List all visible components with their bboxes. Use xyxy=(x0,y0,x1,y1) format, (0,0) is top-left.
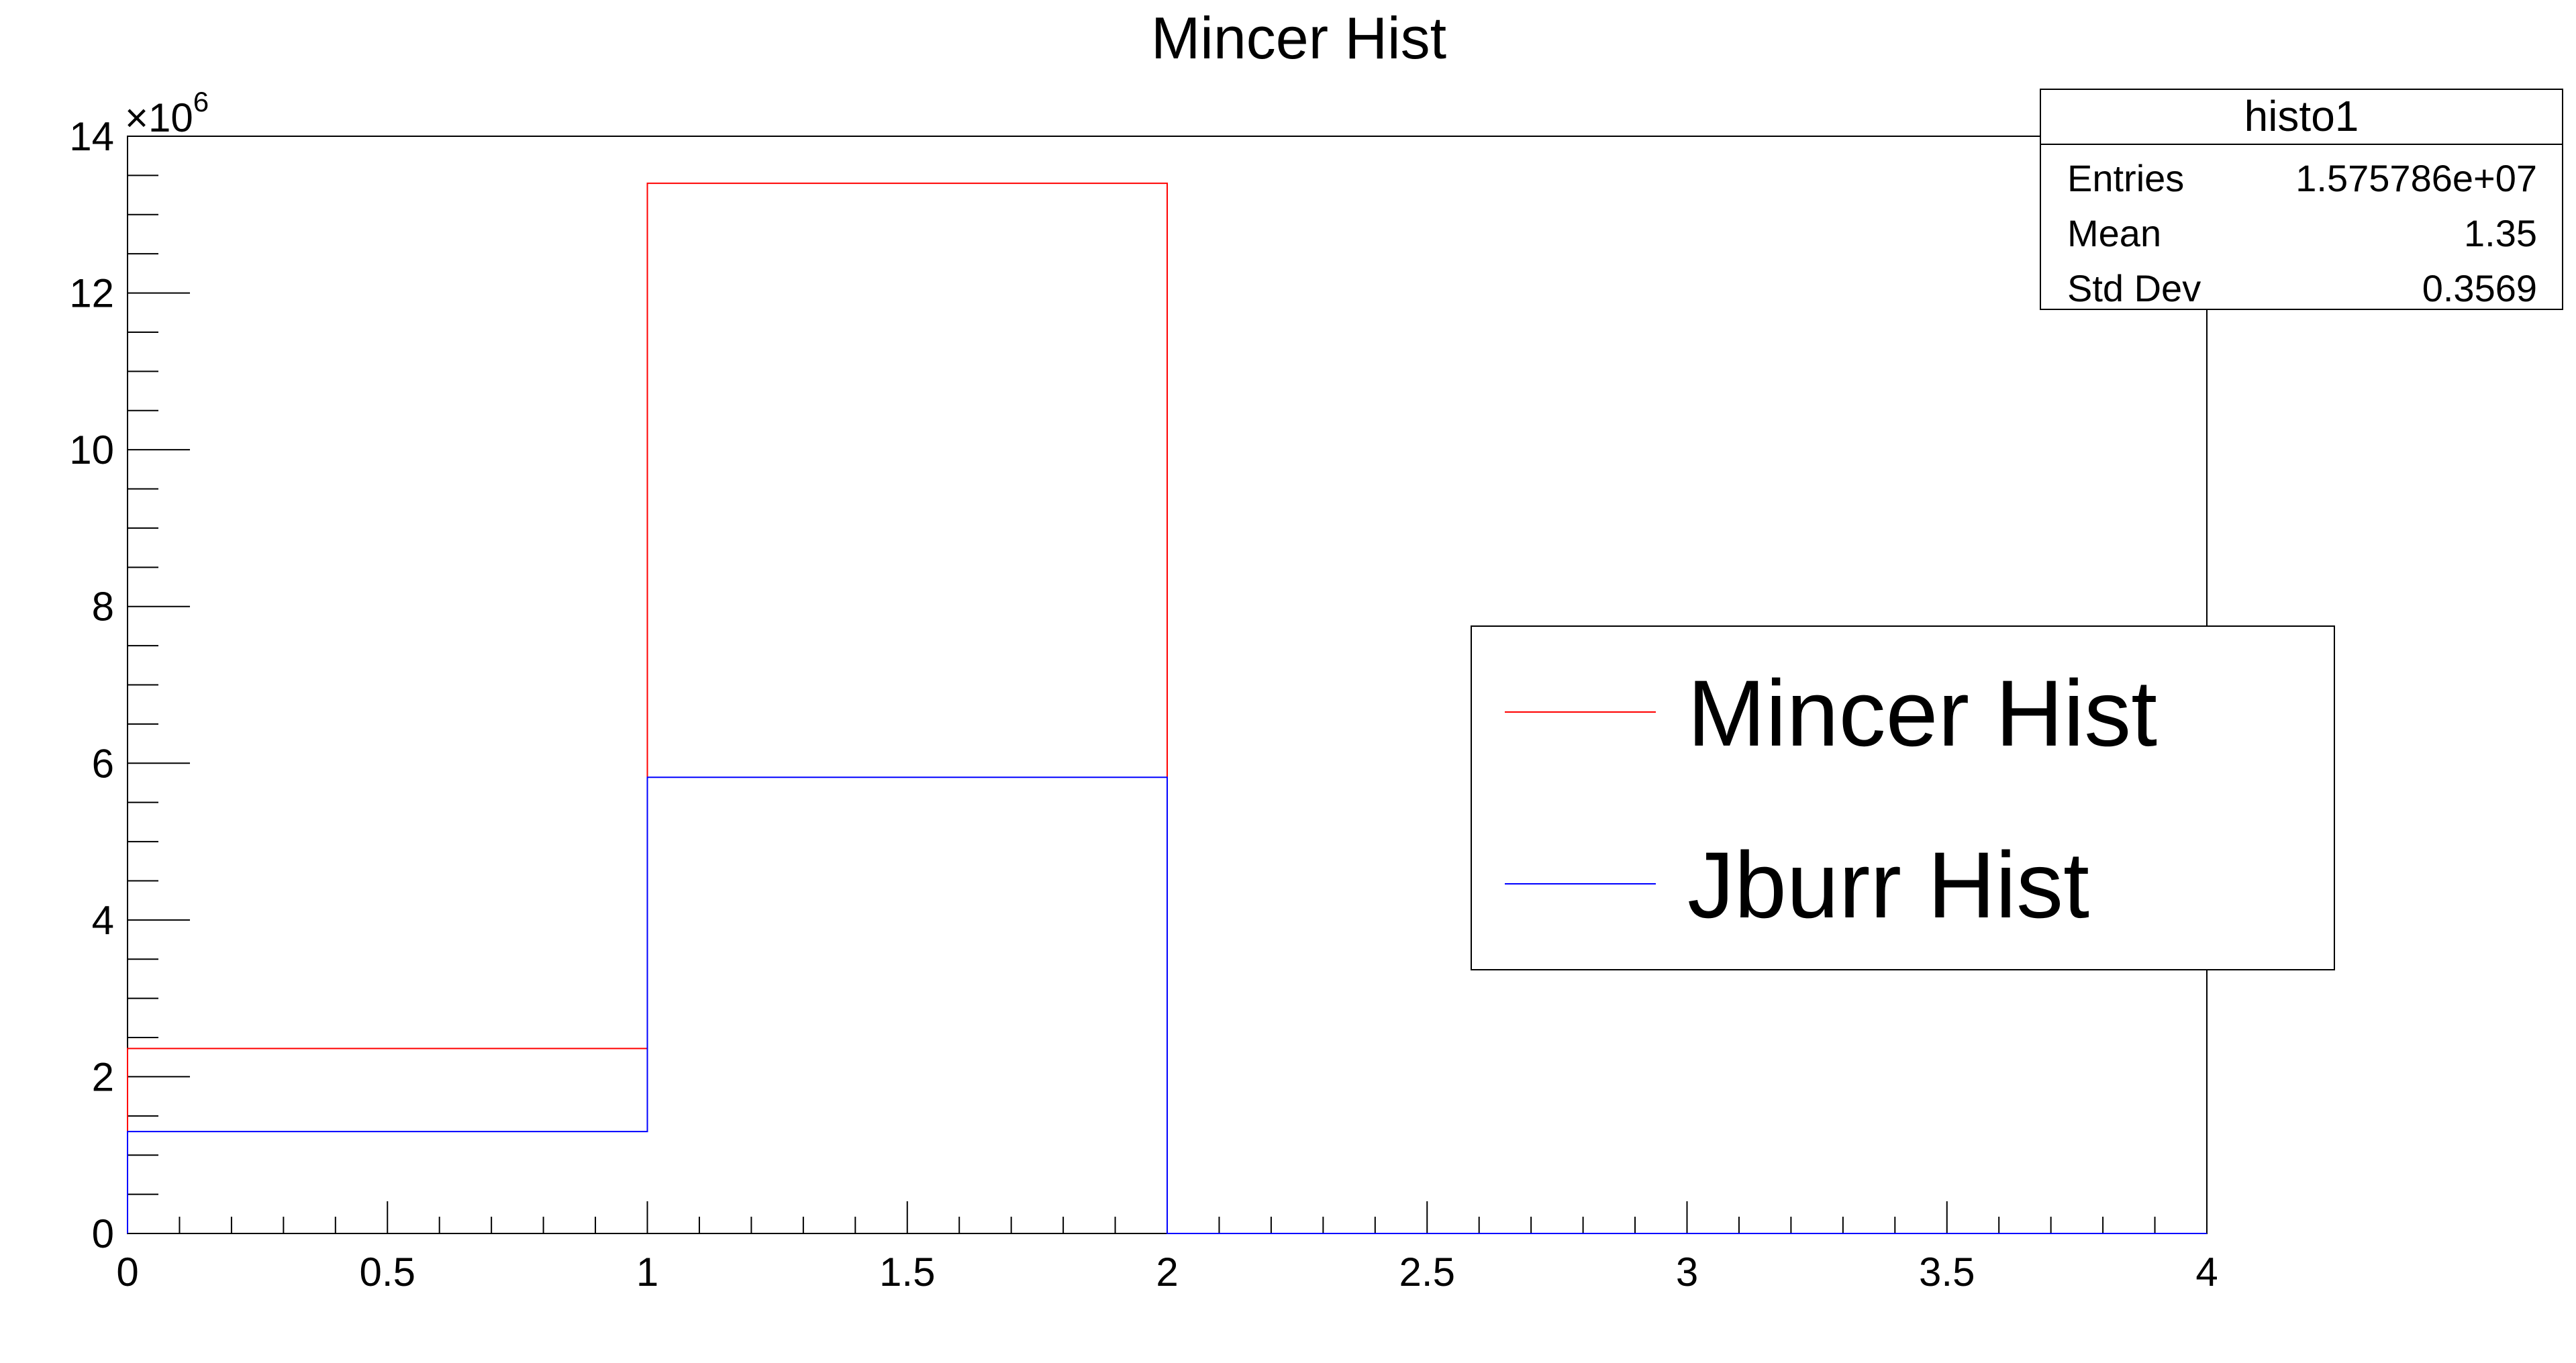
x-tick-label: 0.5 xyxy=(360,1250,415,1295)
bin-jburr-hist xyxy=(648,777,1168,1233)
x-tick-label: 2 xyxy=(1156,1250,1178,1295)
y-tick-label: 6 xyxy=(92,741,114,786)
stats-row-value: 1.575786e+07 xyxy=(2295,157,2537,199)
series-line-jburr-hist xyxy=(127,776,2207,1234)
chart-title: Mincer Hist xyxy=(1151,5,1446,71)
stats-row-label: Std Dev xyxy=(2067,267,2201,309)
y-axis-multiplier-exponent: 6 xyxy=(193,86,209,117)
y-tick-label: 8 xyxy=(92,585,114,629)
stats-row-label: Entries xyxy=(2067,157,2184,199)
x-tick-label: 1 xyxy=(636,1250,658,1295)
x-tick-label: 0 xyxy=(116,1250,138,1295)
y-tick-label: 2 xyxy=(92,1054,114,1099)
y-tick-label: 0 xyxy=(92,1211,114,1256)
stats-box: histo1 Entries 1.575786e+07 Mean 1.35 Std Dev… xyxy=(2040,89,2563,310)
x-tick-label: 3 xyxy=(1676,1250,1698,1295)
y-axis-multiplier: ×106 xyxy=(125,86,209,140)
bin-mincer-hist xyxy=(648,183,1168,1233)
stats-box-frame xyxy=(2040,89,2563,310)
stats-box-title: histo1 xyxy=(2244,92,2359,140)
x-tick-label: 4 xyxy=(2195,1250,2218,1295)
legend-label: Jburr Hist xyxy=(1687,832,2089,938)
stats-row-value: 1.35 xyxy=(2464,212,2537,254)
legend-label: Mincer Hist xyxy=(1687,660,2157,766)
legend: Mincer Hist Jburr Hist xyxy=(1471,625,2335,970)
x-tick-label: 2.5 xyxy=(1399,1250,1455,1295)
y-tick-label: 10 xyxy=(69,427,114,472)
x-tick-label: 1.5 xyxy=(879,1250,935,1295)
x-tick-label: 3.5 xyxy=(1919,1250,1975,1295)
legend-frame xyxy=(1471,625,2335,970)
stats-row-value: 0.3569 xyxy=(2422,267,2537,309)
stats-row-label: Mean xyxy=(2067,212,2161,254)
y-tick-label: 14 xyxy=(69,114,114,159)
y-tick-label: 4 xyxy=(92,898,114,943)
y-tick-label: 12 xyxy=(69,271,114,316)
